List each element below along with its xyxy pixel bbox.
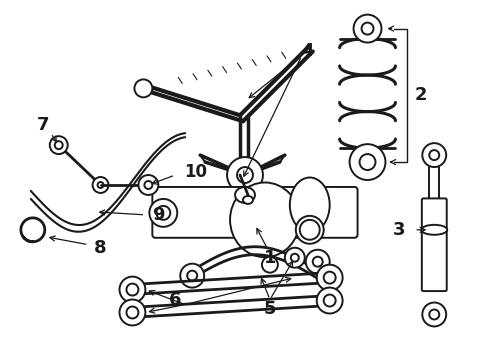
Circle shape bbox=[126, 284, 138, 296]
Ellipse shape bbox=[235, 187, 255, 203]
Circle shape bbox=[349, 144, 386, 180]
Circle shape bbox=[354, 15, 382, 42]
Circle shape bbox=[317, 288, 343, 314]
Circle shape bbox=[240, 176, 248, 184]
FancyBboxPatch shape bbox=[422, 198, 447, 291]
Circle shape bbox=[180, 264, 204, 288]
Circle shape bbox=[324, 272, 336, 284]
Circle shape bbox=[50, 136, 68, 154]
Circle shape bbox=[187, 271, 197, 280]
Circle shape bbox=[291, 254, 299, 262]
Text: 1: 1 bbox=[264, 249, 276, 267]
Text: 9: 9 bbox=[152, 206, 165, 224]
Circle shape bbox=[362, 23, 373, 35]
Circle shape bbox=[227, 157, 263, 193]
Circle shape bbox=[55, 141, 63, 149]
Text: 3: 3 bbox=[393, 221, 406, 239]
FancyBboxPatch shape bbox=[152, 187, 358, 238]
Circle shape bbox=[93, 177, 108, 193]
Circle shape bbox=[235, 171, 253, 189]
Circle shape bbox=[120, 300, 146, 325]
Text: 8: 8 bbox=[94, 239, 107, 257]
Text: 4: 4 bbox=[301, 41, 314, 59]
Ellipse shape bbox=[421, 225, 447, 235]
Circle shape bbox=[422, 143, 446, 167]
Text: 2: 2 bbox=[415, 86, 428, 104]
Circle shape bbox=[120, 276, 146, 302]
Ellipse shape bbox=[296, 216, 324, 244]
Circle shape bbox=[313, 257, 323, 267]
Circle shape bbox=[156, 206, 171, 220]
Circle shape bbox=[306, 250, 330, 274]
Text: 5: 5 bbox=[264, 301, 276, 319]
Circle shape bbox=[237, 167, 253, 183]
Circle shape bbox=[300, 220, 319, 240]
Ellipse shape bbox=[290, 177, 330, 232]
Circle shape bbox=[98, 182, 103, 188]
Text: 10: 10 bbox=[184, 163, 207, 181]
Text: 6: 6 bbox=[169, 291, 181, 309]
Ellipse shape bbox=[243, 196, 253, 204]
Text: 7: 7 bbox=[37, 116, 49, 134]
Circle shape bbox=[126, 306, 138, 319]
Circle shape bbox=[324, 294, 336, 306]
Ellipse shape bbox=[230, 183, 300, 257]
Circle shape bbox=[262, 257, 278, 273]
Circle shape bbox=[285, 248, 305, 268]
Circle shape bbox=[145, 181, 152, 189]
Circle shape bbox=[422, 302, 446, 327]
Circle shape bbox=[149, 199, 177, 227]
Circle shape bbox=[360, 154, 375, 170]
Circle shape bbox=[138, 175, 158, 195]
Circle shape bbox=[134, 80, 152, 97]
Circle shape bbox=[317, 265, 343, 291]
Circle shape bbox=[429, 310, 439, 319]
Circle shape bbox=[429, 150, 439, 160]
